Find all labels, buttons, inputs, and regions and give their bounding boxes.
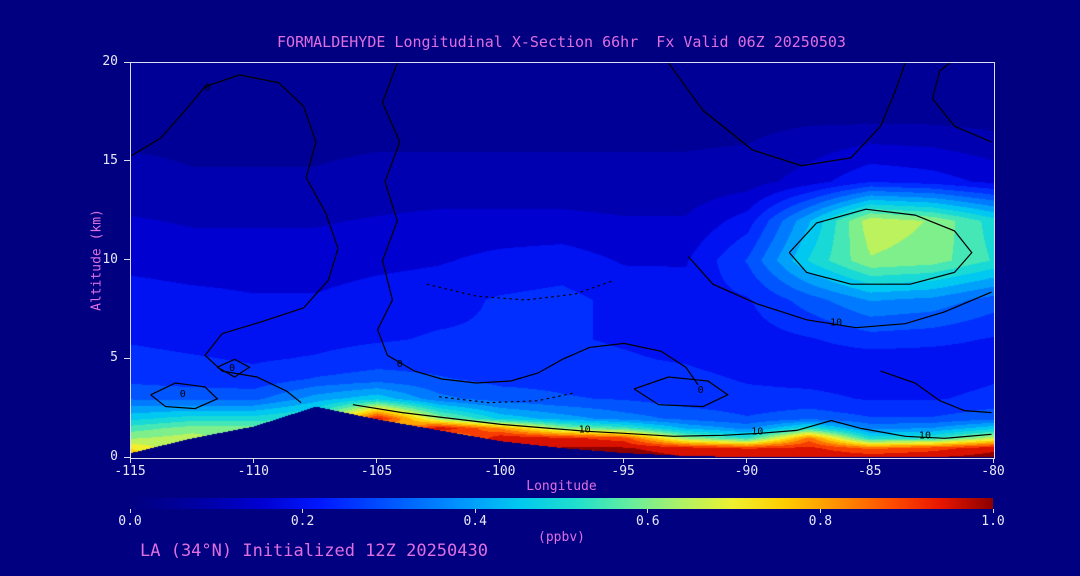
colorbar-tick-mark [302,509,304,513]
colorbar-tick-label: 0.2 [290,514,315,529]
heatmap-canvas [131,63,994,458]
x-tick-label: -115 [114,464,146,479]
colorbar-label: (ppbv) [538,530,585,545]
x-tick-mark [129,458,131,463]
x-tick-mark [376,458,378,463]
colorbar-ticks: 0.0 0.2 0.4 0.6 0.8 1.0 [118,509,1005,531]
contour-label: 10 [919,430,931,441]
contour-line [352,404,992,439]
colorbar-tick-label: 0.6 [636,514,660,529]
x-axis-ticks: -115 -110 -105 -100 -95 -90 -85 -80 [114,458,1005,484]
contour-label: 0 [397,359,403,370]
x-tick-mark [869,458,871,463]
contour-line [931,63,992,143]
x-tick-label: -105 [360,464,393,479]
x-tick-label: -100 [484,464,516,479]
contour-line [376,63,699,386]
x-axis-label: Longitude [526,479,597,494]
contour-line [426,279,615,301]
y-axis-ticks: 0 5 10 15 20 [0,54,130,464]
y-tick-mark [124,259,130,260]
x-tick-label: -85 [857,464,882,479]
colorbar-tick-mark [129,509,131,513]
contour-label: 0 [698,385,704,396]
contour-label: 0 [204,83,210,94]
contour-overlay: 0 0 0 0 0 10 10 10 10 [131,63,992,441]
colorbar-tick-label: 0.8 [808,514,833,529]
colorbar-tick-mark [992,509,994,513]
y-tick-label: 15 [102,152,118,168]
colorbar-tick-mark [819,509,821,513]
y-tick-mark [124,61,130,63]
chart-title: FORMALDEHYDE Longitudinal X-Section 66hr… [277,33,846,51]
y-tick-label: 5 [110,350,118,366]
colorbar-tick-label: 1.0 [981,514,1005,529]
contour-line [439,392,575,404]
contour-line [217,358,251,378]
x-tick-label: -95 [611,464,635,479]
contour-label: 10 [579,424,591,435]
y-tick-label: 0 [110,449,118,464]
x-tick-mark [745,458,747,463]
init-annotation: LA (34°N) Initialized 12Z 20250430 [140,541,488,561]
x-tick-label: -80 [981,464,1005,479]
contour-label: 10 [830,318,842,329]
contour-line [668,63,906,167]
colorbar-tick-mark [647,509,649,513]
y-tick-mark [124,357,130,359]
x-tick-mark [499,458,501,463]
x-tick-label: -90 [734,464,759,479]
colorbar-tick-mark [474,509,476,513]
contour-line [633,376,729,408]
x-tick-mark [252,458,254,463]
contour-line [880,370,992,414]
y-tick-label: 20 [102,54,118,69]
x-tick-label: -110 [237,464,269,479]
contour-line [687,256,992,329]
plot-area: 0 0 0 0 0 10 10 10 10 [130,62,995,459]
contour-line [131,74,339,404]
colorbar-tick-label: 0.0 [118,514,142,529]
x-tick-mark [992,458,994,463]
y-tick-mark [124,160,130,162]
contour-line [788,208,973,285]
colorbar [130,498,993,509]
contour-label: 10 [751,426,763,437]
contour-label: 0 [229,363,235,374]
contour-label: 0 [180,389,186,400]
contour-line [150,382,219,410]
colorbar-tick-label: 0.4 [463,514,487,529]
x-tick-mark [622,458,624,463]
y-tick-mark [124,456,130,458]
y-tick-label: 10 [102,251,118,267]
